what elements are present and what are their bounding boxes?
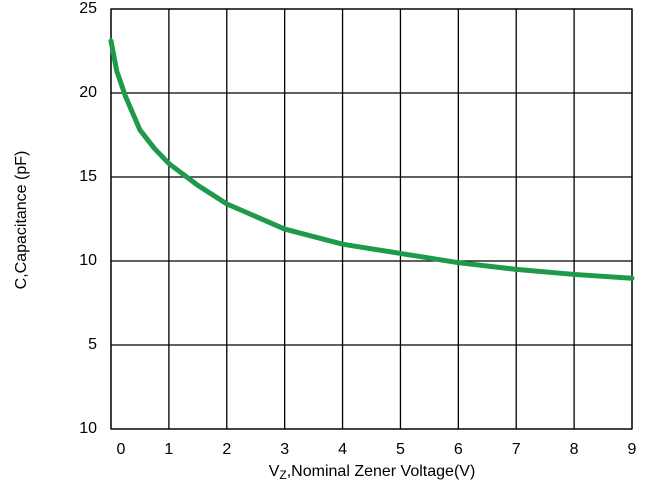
y-tick-label: 25 (79, 0, 97, 17)
x-label-main: V (269, 463, 280, 480)
y-tick-label: 5 (88, 336, 97, 353)
x-tick-label: 6 (454, 441, 463, 458)
x-tick-label: 7 (512, 441, 521, 458)
x-axis-label: VZ,Nominal Zener Voltage(V) (269, 463, 476, 482)
x-label-subscript: Z (279, 468, 286, 482)
x-tick-label: 9 (628, 441, 637, 458)
data-line (108, 38, 635, 281)
y-axis-label: C,Capacitance (pF) (13, 151, 30, 290)
y-tick-label: 15 (79, 168, 97, 185)
x-tick-label: 4 (338, 441, 347, 458)
x-tick-label: 3 (280, 441, 289, 458)
x-tick-label: 2 (222, 441, 231, 458)
x-label-rest: ,Nominal Zener Voltage(V) (287, 463, 476, 480)
x-tick-label: 0 (117, 441, 126, 458)
plot-border (110, 8, 633, 430)
y-tick-label: 10 (79, 420, 97, 437)
x-tick-label: 5 (396, 441, 405, 458)
y-tick-label: 20 (79, 84, 97, 101)
x-tick-label: 1 (164, 441, 173, 458)
y-tick-label: 10 (79, 252, 97, 269)
x-tick-label: 8 (570, 441, 579, 458)
